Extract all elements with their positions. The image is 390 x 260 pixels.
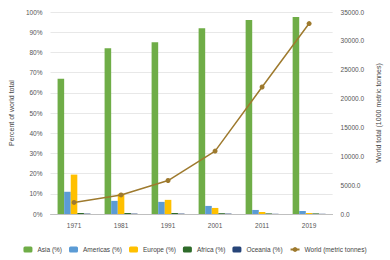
svg-text:2019: 2019 [302, 222, 317, 229]
svg-text:Americas (%): Americas (%) [83, 246, 122, 254]
svg-text:35000.0: 35000.0 [341, 9, 365, 16]
svg-text:0%: 0% [33, 211, 43, 218]
svg-text:50%: 50% [30, 110, 43, 117]
svg-text:30000.0: 30000.0 [341, 37, 365, 44]
svg-text:20000.0: 20000.0 [341, 95, 365, 102]
svg-text:20%: 20% [30, 170, 43, 177]
svg-text:70%: 70% [30, 69, 43, 76]
svg-text:80%: 80% [30, 49, 43, 56]
svg-text:1991: 1991 [161, 222, 176, 229]
svg-text:60%: 60% [30, 89, 43, 96]
svg-text:25000.0: 25000.0 [341, 66, 365, 73]
svg-text:1981: 1981 [114, 222, 129, 229]
svg-text:30%: 30% [30, 150, 43, 157]
svg-text:10000.0: 10000.0 [341, 153, 365, 160]
svg-text:World total (1000 metric tonne: World total (1000 metric tonnes) [375, 63, 383, 162]
svg-text:Africa (%): Africa (%) [197, 246, 226, 254]
svg-text:15000.0: 15000.0 [341, 124, 365, 131]
svg-text:5000.0: 5000.0 [341, 182, 361, 189]
svg-text:40%: 40% [30, 130, 43, 137]
svg-text:2011: 2011 [255, 222, 269, 229]
svg-text:0.0: 0.0 [341, 211, 350, 218]
svg-text:100%: 100% [26, 9, 43, 16]
svg-text:Asia (%): Asia (%) [37, 246, 62, 254]
svg-text:1971: 1971 [67, 222, 82, 229]
svg-text:World (metric tonnes): World (metric tonnes) [305, 246, 367, 254]
svg-text:Europe (%): Europe (%) [143, 246, 176, 254]
svg-text:90%: 90% [30, 29, 43, 36]
svg-text:2001: 2001 [208, 222, 223, 229]
svg-text:Oceania (%): Oceania (%) [246, 246, 282, 254]
svg-text:Percent of world total: Percent of world total [8, 80, 15, 146]
svg-text:10%: 10% [30, 190, 43, 197]
